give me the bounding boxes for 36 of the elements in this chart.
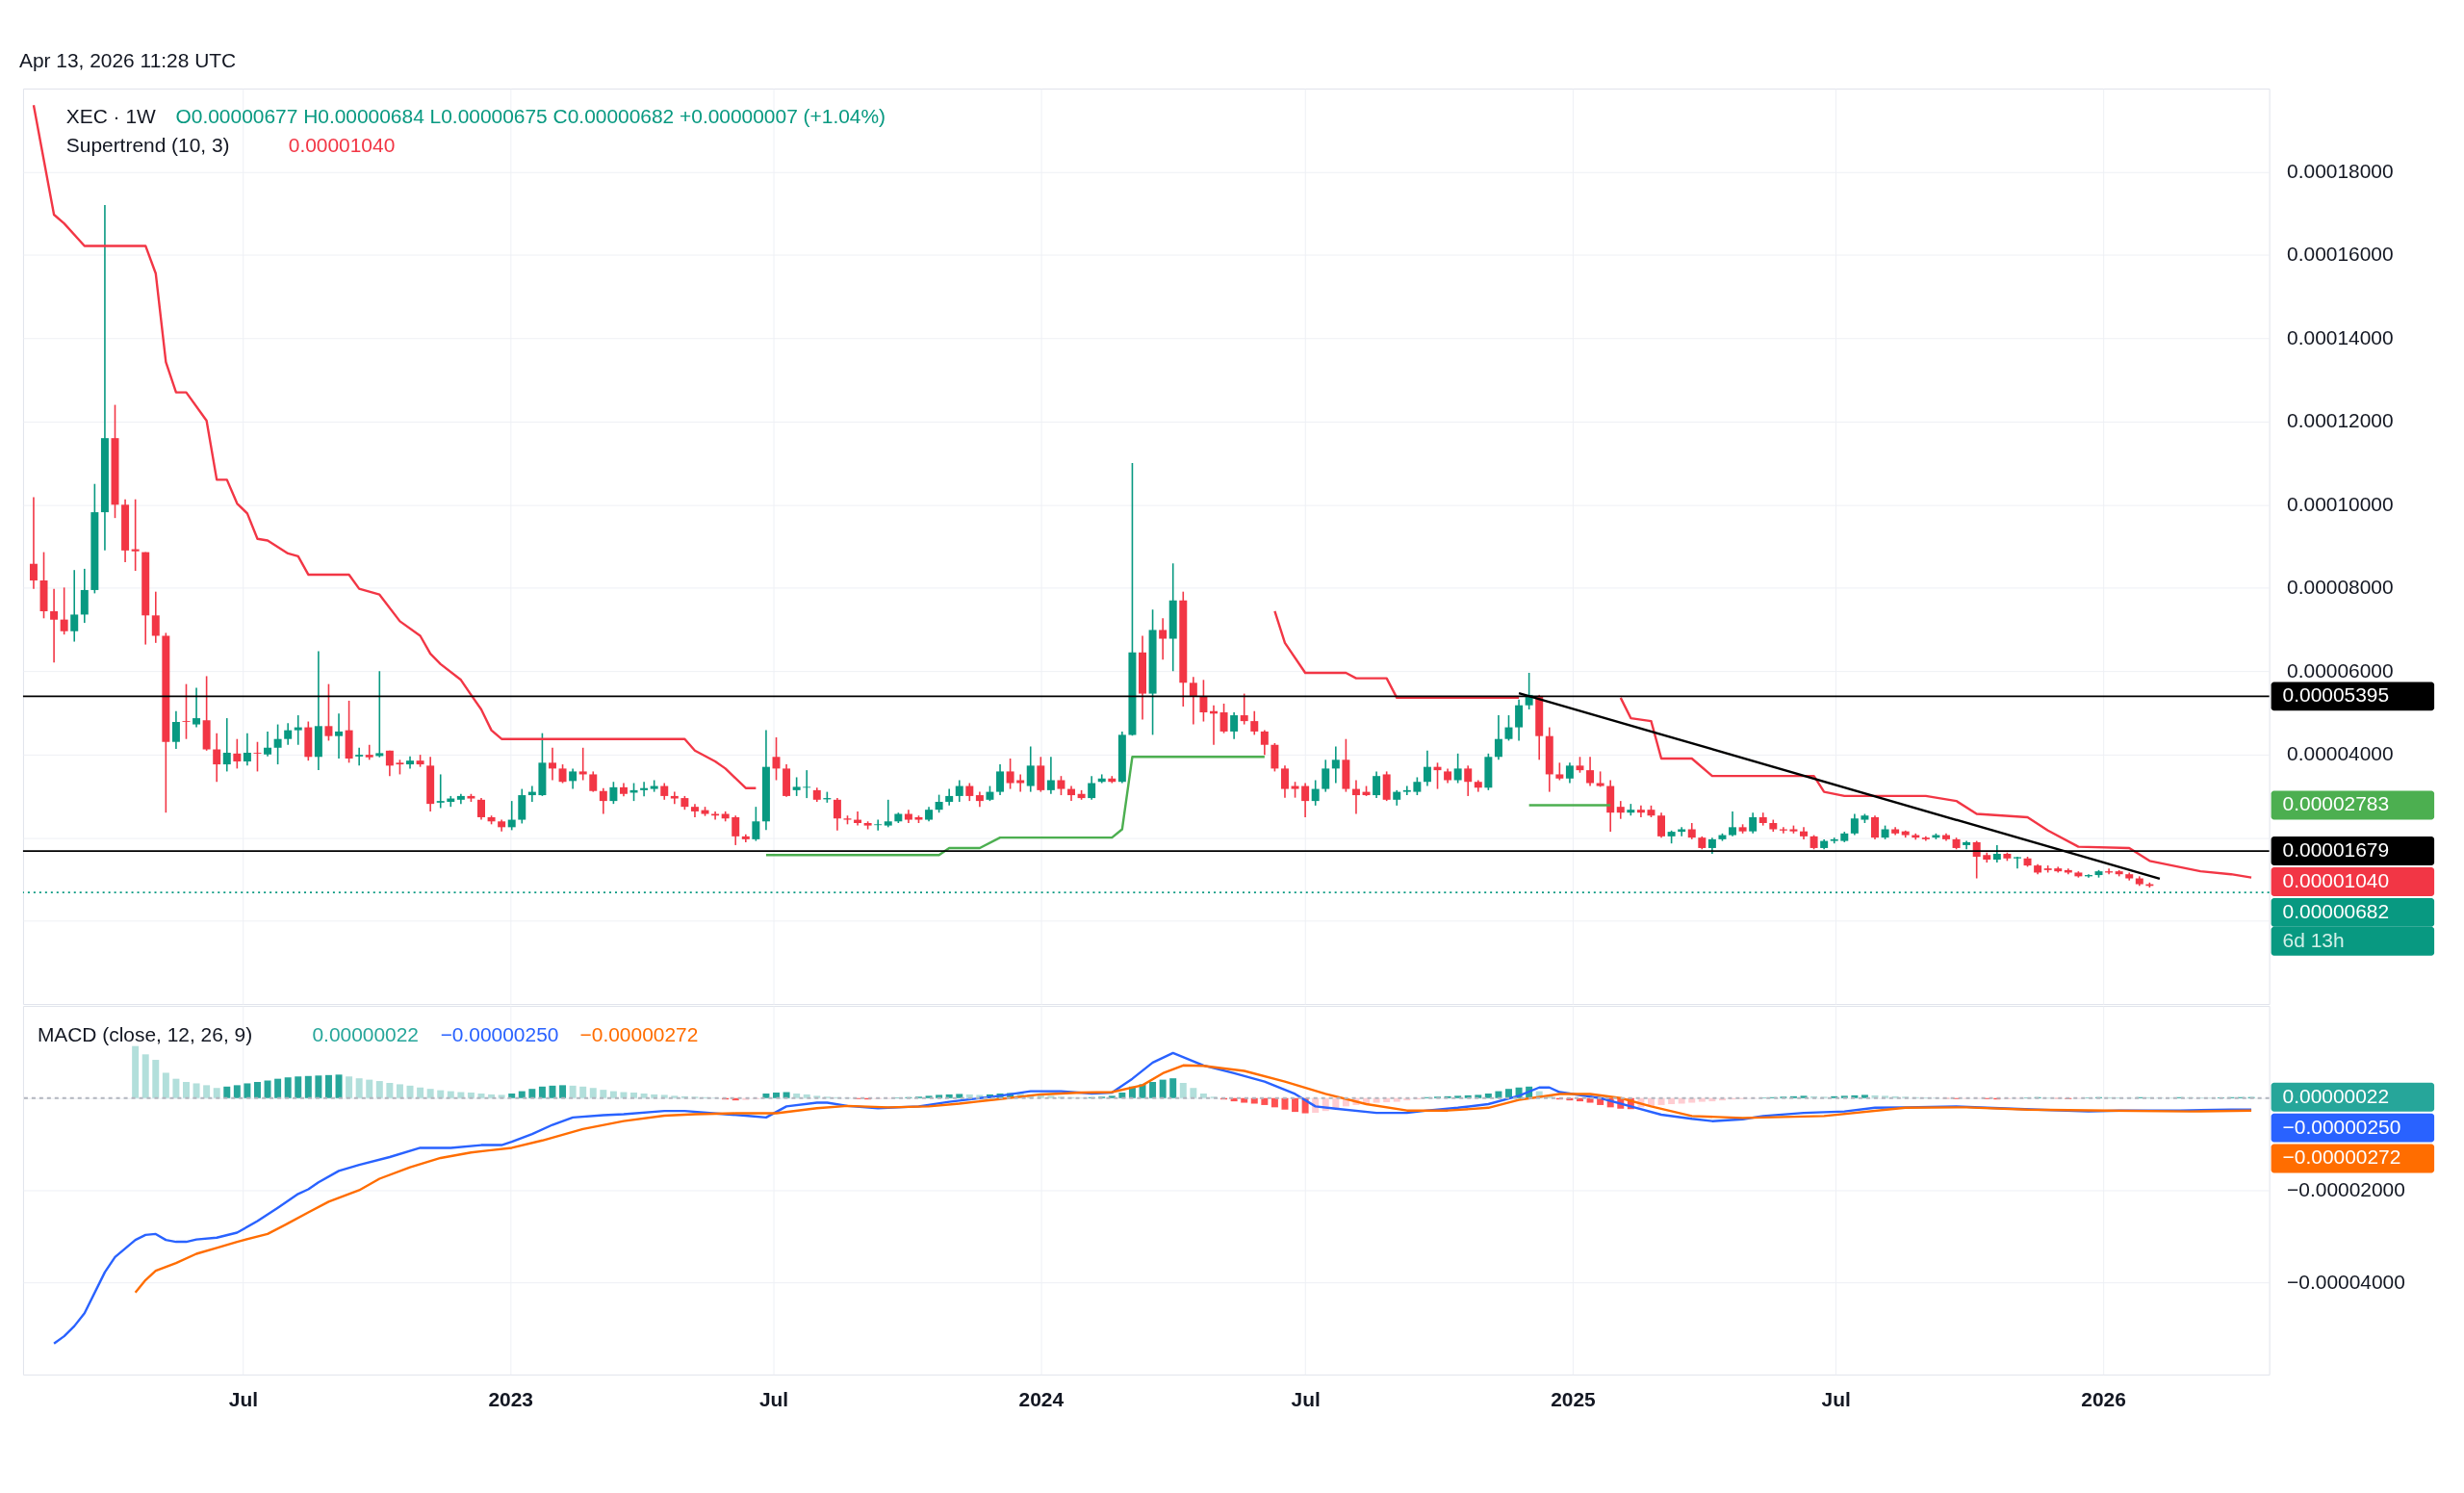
y-tick-label: 0.00016000 bbox=[2287, 243, 2394, 266]
text: 0.00000022 bbox=[2282, 1084, 2390, 1107]
x-tick-label: 2023 bbox=[488, 1388, 533, 1411]
y-tick-label: 0.00004000 bbox=[2287, 742, 2394, 765]
y-tick-label: 0.00012000 bbox=[2287, 409, 2394, 432]
annotation: O0.00000677 H0.00000684 L0.00000675 C0.00000682 +0.00000007 (+1.04%) bbox=[175, 104, 886, 127]
x-tick-label: 2026 bbox=[2081, 1388, 2126, 1411]
text: 6d 13h bbox=[2282, 928, 2345, 951]
x-tick-label: 2024 bbox=[1018, 1388, 1065, 1411]
x-tick-label: Jul bbox=[228, 1388, 258, 1411]
annotation: 0.00000022 bbox=[312, 1022, 420, 1045]
annotation: −0.00000272 bbox=[579, 1022, 699, 1045]
y-tick-label: 0.00008000 bbox=[2287, 576, 2394, 599]
text: 0.00001040 bbox=[2282, 868, 2390, 891]
y-tick-label: 0.00018000 bbox=[2287, 159, 2394, 182]
y-tick-label: −0.00002000 bbox=[2287, 1177, 2405, 1200]
ref-line-label: 0.00000682 bbox=[2282, 899, 2390, 922]
text: 0.00002783 bbox=[2282, 792, 2390, 815]
ref-line-label: 0.00005395 bbox=[2282, 683, 2390, 707]
x-tick-label: Jul bbox=[1821, 1388, 1851, 1411]
y-tick-label: 0.00006000 bbox=[2287, 658, 2394, 682]
annotation: 0.00001040 bbox=[288, 133, 396, 156]
annotation: Supertrend (10, 3) bbox=[65, 133, 230, 156]
x-tick-label: Jul bbox=[1291, 1388, 1321, 1411]
annotation: MACD (close, 12, 26, 9) bbox=[37, 1022, 253, 1045]
text: −0.00000272 bbox=[2282, 1145, 2401, 1169]
y-tick-label: −0.00004000 bbox=[2287, 1270, 2405, 1293]
y-tick-label: 0.00010000 bbox=[2287, 492, 2394, 515]
x-tick-label: Jul bbox=[758, 1388, 789, 1411]
x-tick-label: 2025 bbox=[1551, 1388, 1597, 1411]
text: −0.00000250 bbox=[2282, 1115, 2401, 1138]
y-tick-label: 0.00014000 bbox=[2287, 325, 2394, 348]
text: XEC · 1W bbox=[65, 104, 157, 127]
ref-line-label: 0.00001679 bbox=[2282, 838, 2390, 862]
text: Apr 13, 2026 11:28 UTC bbox=[18, 49, 237, 72]
annotation: −0.00000250 bbox=[440, 1022, 559, 1045]
